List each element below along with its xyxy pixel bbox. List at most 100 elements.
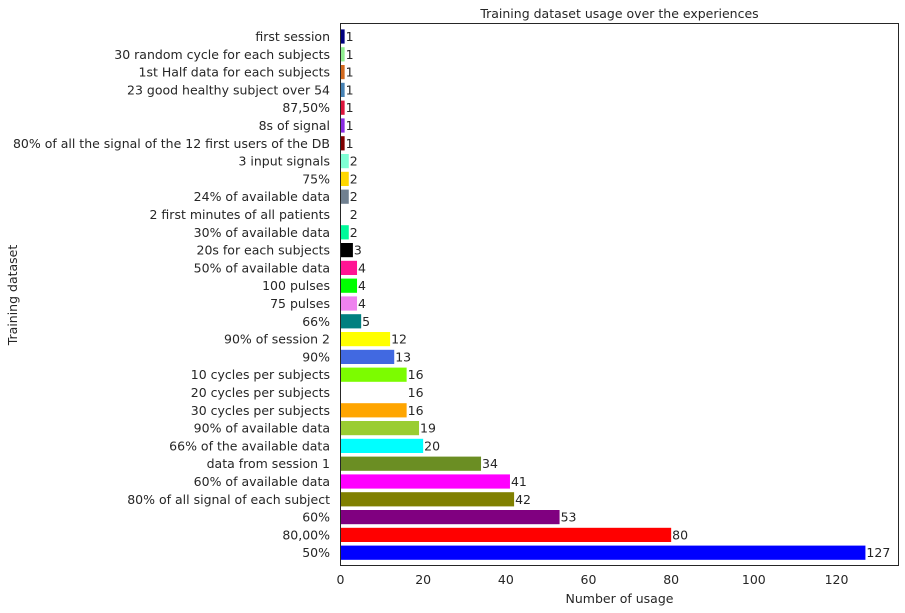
bar-value-label: 2 bbox=[350, 189, 358, 204]
y-tick-label: 75 pulses bbox=[270, 296, 330, 311]
bar-value-label: 2 bbox=[350, 154, 358, 169]
bar-value-label: 2 bbox=[350, 225, 358, 240]
y-tick-label: 80% of all the signal of the 12 first us… bbox=[13, 136, 330, 151]
bar bbox=[340, 456, 482, 471]
x-tick-label: 120 bbox=[825, 572, 849, 587]
bar-value-label: 1 bbox=[346, 82, 354, 97]
y-tick-label: 50% bbox=[302, 545, 330, 560]
y-tick-label: 20 cycles per subjects bbox=[191, 385, 330, 400]
y-tick-label: 90% of available data bbox=[194, 421, 330, 436]
bar-value-label: 42 bbox=[515, 492, 531, 507]
y-tick-label: first session bbox=[255, 29, 330, 44]
bar-value-label: 41 bbox=[511, 474, 527, 489]
bar-value-label: 1 bbox=[346, 136, 354, 151]
bar-value-label: 4 bbox=[358, 260, 366, 275]
bar-value-label: 1 bbox=[346, 47, 354, 62]
y-tick-label: 80,00% bbox=[282, 527, 330, 542]
bar-value-label: 53 bbox=[561, 510, 577, 525]
bar bbox=[340, 207, 349, 222]
bar bbox=[340, 225, 349, 240]
bar-value-label: 3 bbox=[354, 243, 362, 258]
bar-value-label: 2 bbox=[350, 171, 358, 186]
bar-value-label: 13 bbox=[395, 349, 411, 364]
y-tick-label: 100 pulses bbox=[262, 278, 330, 293]
y-tick-label: 66% of the available data bbox=[169, 438, 330, 453]
y-tick-label: 30 random cycle for each subjects bbox=[114, 47, 330, 62]
bar-value-label: 5 bbox=[362, 314, 370, 329]
y-tick-label: 90% of session 2 bbox=[224, 332, 330, 347]
bar-value-label: 80 bbox=[672, 527, 688, 542]
x-tick-label: 100 bbox=[742, 572, 766, 587]
bar bbox=[340, 403, 407, 418]
bar-value-label: 2 bbox=[350, 207, 358, 222]
plot-frame bbox=[340, 23, 899, 566]
bar bbox=[340, 527, 672, 542]
bar bbox=[340, 278, 358, 293]
bar-value-label: 16 bbox=[408, 367, 424, 382]
bar bbox=[340, 545, 866, 560]
y-tick-label: 80% of all signal of each subject bbox=[127, 492, 330, 507]
bar bbox=[340, 171, 349, 186]
chart-title: Training dataset usage over the experien… bbox=[479, 6, 758, 21]
x-axis-label: Number of usage bbox=[566, 591, 674, 606]
y-tick-label: 10 cycles per subjects bbox=[191, 367, 330, 382]
y-tick-label: 60% of available data bbox=[194, 474, 330, 489]
y-tick-label: 1st Half data for each subjects bbox=[139, 65, 330, 80]
bar-value-label: 1 bbox=[346, 118, 354, 133]
x-tick-label: 0 bbox=[337, 572, 345, 587]
y-tick-label: 75% bbox=[302, 171, 330, 186]
y-tick-label: 23 good healthy subject over 54 bbox=[127, 82, 330, 97]
y-axis-label: Training dataset bbox=[5, 245, 20, 347]
bar bbox=[340, 385, 407, 400]
bar-value-label: 16 bbox=[408, 385, 424, 400]
bar bbox=[340, 47, 345, 62]
bar bbox=[340, 189, 349, 204]
bar bbox=[340, 100, 345, 115]
bar bbox=[340, 332, 391, 347]
bar bbox=[340, 510, 560, 525]
bar bbox=[340, 492, 515, 507]
y-tick-label: 87,50% bbox=[282, 100, 330, 115]
bar bbox=[340, 260, 358, 275]
x-tick-label: 40 bbox=[498, 572, 514, 587]
bar-value-label: 34 bbox=[482, 456, 498, 471]
bar-value-label: 4 bbox=[358, 296, 366, 311]
bar bbox=[340, 82, 345, 97]
y-tick-label: 3 input signals bbox=[238, 154, 330, 169]
bar bbox=[340, 243, 353, 258]
x-tick-labels-group: 0 20 40 60 80 100 120 bbox=[337, 572, 849, 587]
bar-value-label: 12 bbox=[391, 332, 407, 347]
y-tick-label: 20s for each subjects bbox=[197, 243, 331, 258]
bar bbox=[340, 29, 345, 44]
bar bbox=[340, 474, 510, 489]
y-tick-label: 30 cycles per subjects bbox=[191, 403, 330, 418]
y-tick-label: 2 first minutes of all patients bbox=[150, 207, 331, 222]
y-tick-label: 50% of available data bbox=[194, 260, 330, 275]
x-tick-label: 20 bbox=[415, 572, 431, 587]
bar bbox=[340, 367, 407, 382]
y-tick-labels-group: first session 30 random cycle for each su… bbox=[13, 29, 330, 560]
bar-value-label: 1 bbox=[346, 29, 354, 44]
bar bbox=[340, 136, 345, 151]
y-tick-label: 8s of signal bbox=[259, 118, 330, 133]
bar bbox=[340, 118, 345, 133]
bar-value-label: 1 bbox=[346, 100, 354, 115]
bar-value-label: 19 bbox=[420, 421, 436, 436]
bar bbox=[340, 421, 420, 436]
bar bbox=[340, 349, 395, 364]
bar-value-label: 20 bbox=[424, 438, 440, 453]
bar bbox=[340, 296, 358, 311]
bar bbox=[340, 438, 424, 453]
x-tick-label: 60 bbox=[581, 572, 597, 587]
y-tick-label: 30% of available data bbox=[194, 225, 330, 240]
bars-group bbox=[340, 29, 866, 560]
bar bbox=[340, 65, 345, 80]
x-tick-label: 80 bbox=[663, 572, 679, 587]
bar-value-label: 1 bbox=[346, 65, 354, 80]
bar bbox=[340, 154, 349, 169]
bar-value-label: 16 bbox=[408, 403, 424, 418]
bar-value-label: 4 bbox=[358, 278, 366, 293]
y-tick-label: 66% bbox=[302, 314, 330, 329]
value-labels-group: 1111111222223444512131616161920344142538… bbox=[346, 29, 891, 560]
